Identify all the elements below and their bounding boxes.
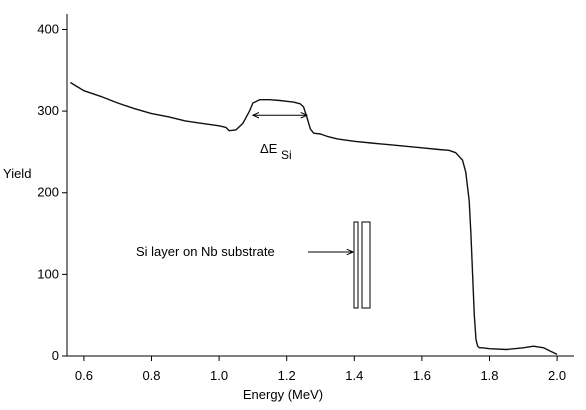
y-tick-label: 300 xyxy=(37,103,59,118)
layer-label: Si layer on Nb substrate xyxy=(136,244,275,259)
delta-e-symbol: ΔE xyxy=(260,141,278,156)
x-axis-ticks: 0.6 0.8 1.0 1.2 1.4 1.6 1.8 2.0 xyxy=(75,356,566,383)
spectrum-line xyxy=(70,81,558,356)
x-tick-label: 0.6 xyxy=(75,368,93,383)
x-tick-label: 1.2 xyxy=(278,368,296,383)
delta-e-subscript: Si xyxy=(281,148,292,162)
x-tick-label: 1.6 xyxy=(413,368,431,383)
y-tick-label: 400 xyxy=(37,21,59,36)
si-layer-schematic xyxy=(353,221,359,309)
y-tick-label: 100 xyxy=(37,266,59,281)
x-tick-label: 1.0 xyxy=(210,368,228,383)
x-tick-label: 1.8 xyxy=(480,368,498,383)
y-axis-label: Yield xyxy=(3,166,31,181)
delta-e-label: ΔE Si xyxy=(260,141,292,162)
y-tick-label: 200 xyxy=(37,185,59,200)
nb-substrate-schematic xyxy=(361,221,371,309)
x-axis-label: Energy (MeV) xyxy=(243,387,323,402)
y-tick-label: 0 xyxy=(52,348,59,363)
x-tick-label: 1.4 xyxy=(345,368,363,383)
x-tick-label: 2.0 xyxy=(548,368,566,383)
x-tick-label: 0.8 xyxy=(142,368,160,383)
y-axis-ticks: 0 100 200 300 400 xyxy=(37,21,67,363)
